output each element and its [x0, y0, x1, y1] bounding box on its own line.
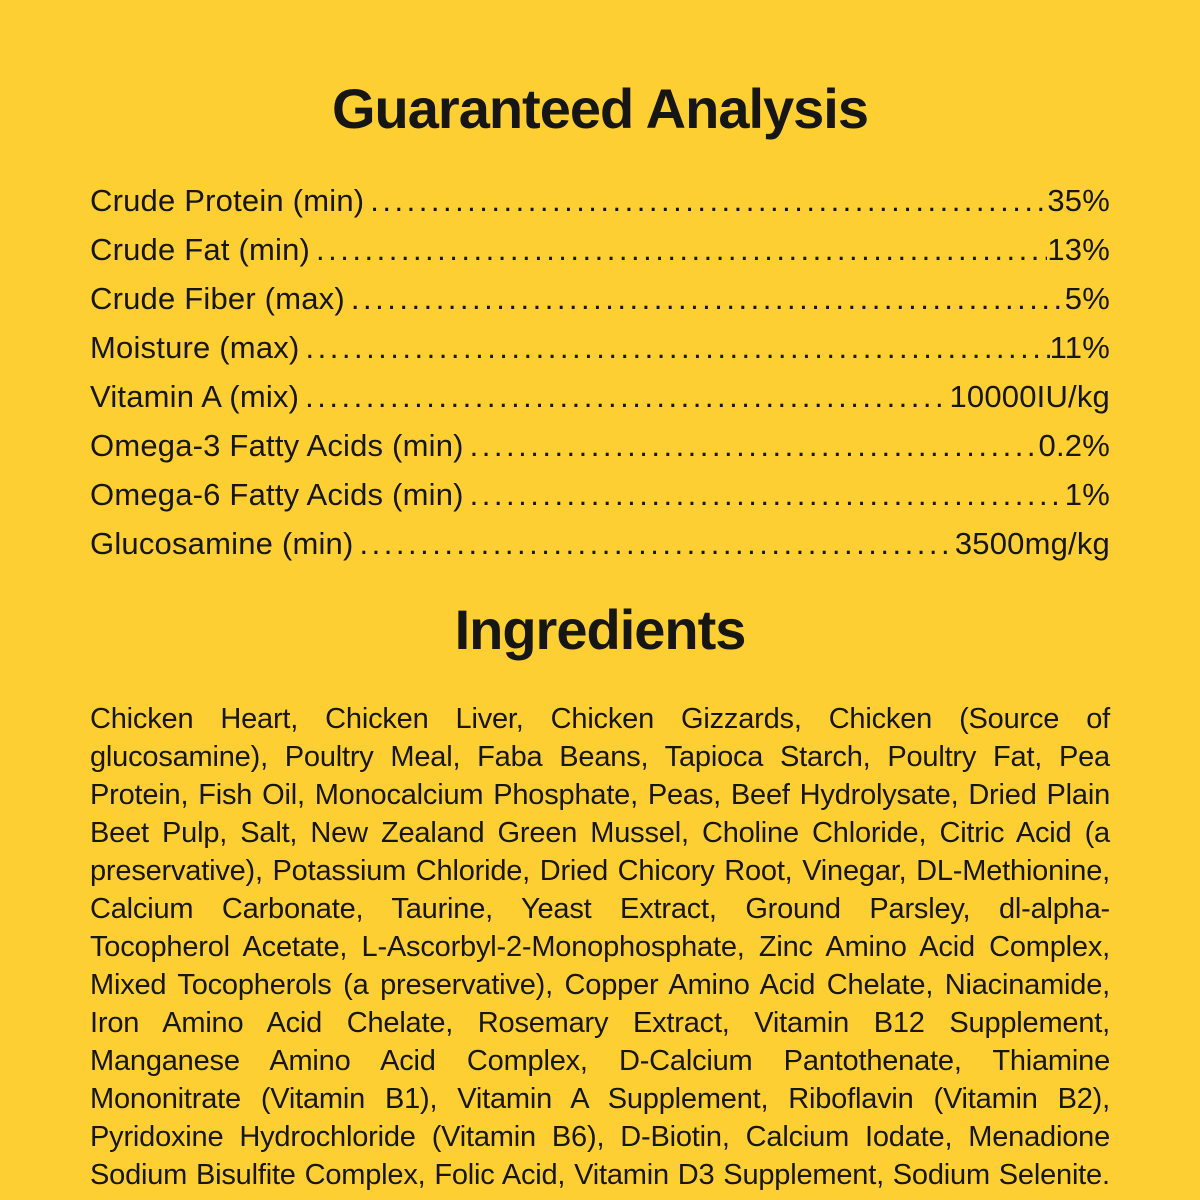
dot-leader	[345, 281, 1065, 317]
guaranteed-analysis-table: Crude Protein (min) 35% Crude Fat (min) 13%…	[90, 183, 1110, 575]
analysis-row: Moisture (max) 11%	[90, 330, 1110, 379]
analysis-value: 10000IU/kg	[949, 378, 1110, 414]
analysis-row: Vitamin A (mix) 10000IU/kg	[90, 379, 1110, 428]
analysis-value: 3500mg/kg	[954, 525, 1110, 561]
analysis-value: 1%	[1064, 476, 1110, 512]
guaranteed-analysis-title: Guaranteed Analysis	[331, 77, 869, 140]
dot-leader	[464, 428, 1039, 464]
analysis-value: 0.2%	[1038, 427, 1110, 463]
analysis-label: Omega-3 Fatty Acids (min)	[90, 427, 464, 463]
dot-leader	[364, 183, 1047, 219]
ingredients-title: Ingredients	[454, 597, 747, 661]
analysis-row: Crude Protein (min) 35%	[90, 183, 1110, 232]
analysis-label: Omega-6 Fatty Acids (min)	[90, 476, 464, 512]
analysis-row: Crude Fat (min) 13%	[90, 232, 1110, 281]
analysis-value: 35%	[1047, 182, 1110, 218]
analysis-row: Omega-3 Fatty Acids (min) 0.2%	[90, 428, 1110, 477]
analysis-label: Glucosamine (min)	[90, 525, 354, 561]
analysis-row: Glucosamine (min) 3500mg/kg	[90, 526, 1110, 575]
dot-leader	[310, 232, 1047, 268]
analysis-label: Crude Protein (min)	[90, 182, 365, 218]
dot-leader	[354, 526, 955, 562]
analysis-label: Crude Fat (min)	[90, 231, 311, 267]
analysis-value: 11%	[1049, 329, 1110, 365]
analysis-label: Vitamin A (mix)	[90, 378, 300, 414]
analysis-label: Crude Fiber (max)	[90, 280, 345, 316]
dot-leader	[299, 379, 949, 415]
analysis-value: 5%	[1064, 280, 1110, 316]
analysis-label: Moisture (max)	[90, 329, 300, 365]
analysis-value: 13%	[1047, 231, 1110, 267]
dot-leader	[464, 477, 1065, 513]
analysis-row: Crude Fiber (max) 5%	[90, 281, 1110, 330]
dot-leader	[300, 330, 1050, 366]
analysis-row: Omega-6 Fatty Acids (min) 1%	[90, 477, 1110, 526]
ingredients-text: Chicken Heart, Chicken Liver, Chicken Gi…	[90, 702, 1110, 1191]
